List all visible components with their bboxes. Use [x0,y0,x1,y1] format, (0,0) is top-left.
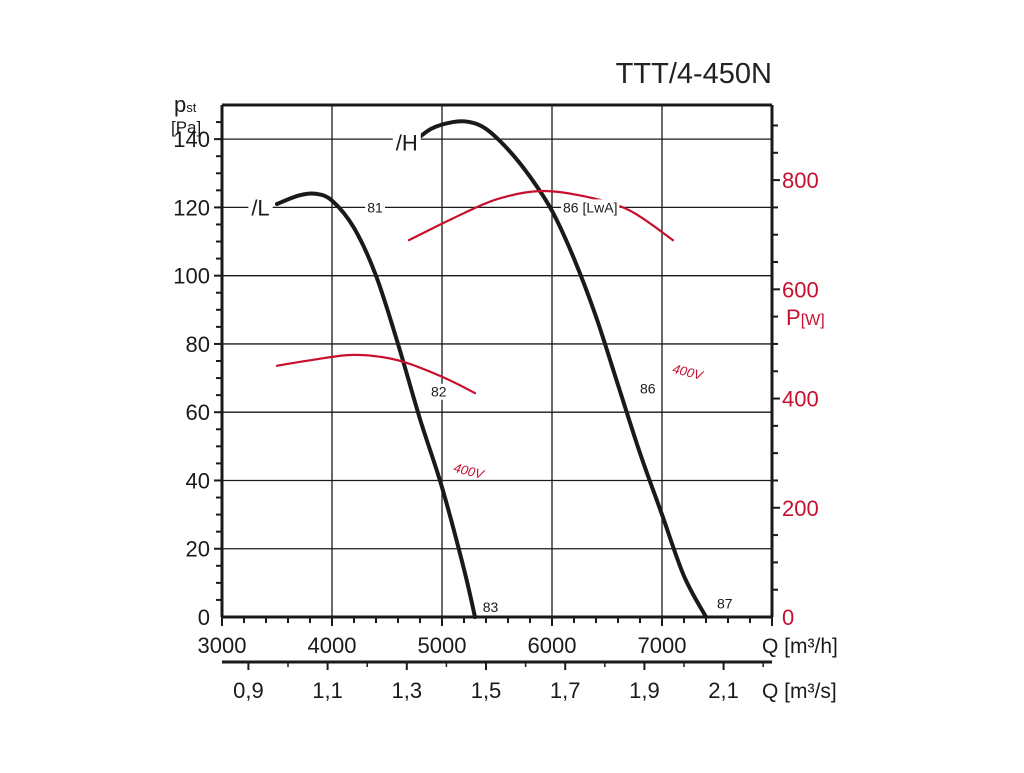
x-axis-title: Q [m³/h] [762,635,838,658]
y-tick-label: 100 [173,264,210,289]
x2-tick-label: 0,9 [233,678,264,703]
y-right-tick-label: 200 [782,496,819,521]
y-axis-title: pst [174,92,197,117]
annotation-label: 87 [717,595,733,611]
y-tick-label: 140 [173,127,210,152]
x-tick-label: 6000 [528,633,577,658]
y-right-tick-label: 800 [782,168,819,193]
series [275,119,708,619]
y-right-tick-label: 600 [782,277,819,302]
series-l [275,191,477,619]
labels: 0 20 40 60 80 100 120 140 0 200 400 600 800 3000 4000 5… [171,92,838,703]
x-tick-label: 7000 [638,633,687,658]
annotation-background [392,130,421,156]
y-axis-title-sub: st [186,100,197,115]
y-right-tick-label: 0 [782,605,794,630]
x2-tick-label: 1,5 [471,678,502,703]
x2-tick-label: 1,1 [312,678,343,703]
series-400v-l [275,353,477,395]
y-right-tick-label: 400 [782,387,819,412]
annotation-background [638,380,658,397]
y-axis-unit: [Pa] [171,118,201,137]
y-tick-label: 40 [186,468,210,493]
annotation-label: 81 [367,199,383,215]
axes [220,103,774,664]
y-tick-label: 0 [198,605,210,630]
x-tick-label: 5000 [418,633,467,658]
y-right-axis-unit: [W] [801,312,825,329]
annotation-label: 400V [671,361,705,383]
x2-tick-label: 1,9 [629,678,660,703]
y-tick-label: 80 [186,332,210,357]
ticks [214,121,780,670]
y-tick-label: 120 [173,195,210,220]
annotation-label: 83 [483,599,499,615]
series-400v-h [407,189,675,242]
chart-title: TTT/4-450N [616,58,772,90]
x2-tick-label: 1,7 [550,678,581,703]
x2-tick-label: 1,3 [392,678,423,703]
x2-tick-label: 2,1 [708,678,739,703]
annotation-background [715,595,735,612]
y-right-axis-title: P[W] [786,305,825,330]
y-tick-label: 60 [186,400,210,425]
annotation-label: 86 [640,380,656,396]
annotation-background [561,199,620,216]
annotation-label: 400V [452,460,486,482]
annotation-label: 82 [431,384,447,400]
x2-axis-title: Q [m³/s] [762,680,837,703]
annotation-label: /H [396,131,418,156]
annotation-background [429,383,449,400]
series-h [407,119,708,619]
annotation-background [480,598,501,615]
annotation-background [365,199,385,216]
annotation-label: /L [251,195,269,220]
x-tick-label: 3000 [198,633,247,658]
x-tick-label: 4000 [308,633,357,658]
y-tick-label: 20 [186,537,210,562]
annotation-label: 86 [LwA] [563,199,617,215]
annotation-background [248,195,273,221]
